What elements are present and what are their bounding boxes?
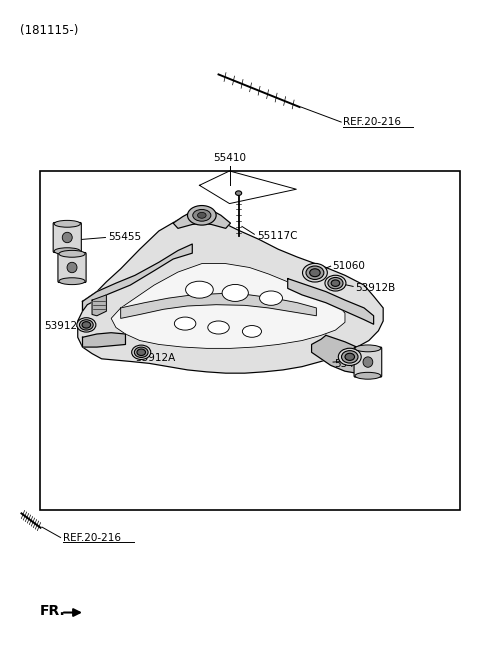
Ellipse shape bbox=[236, 191, 241, 195]
Ellipse shape bbox=[328, 278, 343, 289]
Text: (181115-): (181115-) bbox=[21, 24, 79, 37]
FancyBboxPatch shape bbox=[354, 347, 382, 377]
Ellipse shape bbox=[306, 266, 324, 280]
Ellipse shape bbox=[59, 278, 85, 285]
Ellipse shape bbox=[82, 322, 91, 328]
Ellipse shape bbox=[54, 248, 80, 255]
Ellipse shape bbox=[67, 262, 77, 272]
Text: 55455: 55455 bbox=[108, 233, 141, 242]
Text: 53912A: 53912A bbox=[44, 321, 84, 331]
Text: 55117C: 55117C bbox=[257, 231, 297, 241]
Polygon shape bbox=[92, 295, 107, 316]
FancyBboxPatch shape bbox=[58, 252, 86, 282]
Ellipse shape bbox=[325, 275, 346, 291]
Ellipse shape bbox=[188, 206, 216, 225]
FancyBboxPatch shape bbox=[53, 223, 81, 252]
Ellipse shape bbox=[134, 347, 148, 358]
Ellipse shape bbox=[338, 348, 361, 365]
Ellipse shape bbox=[59, 250, 85, 257]
Ellipse shape bbox=[242, 326, 262, 337]
Ellipse shape bbox=[363, 357, 373, 367]
Text: 53912B: 53912B bbox=[356, 284, 396, 293]
Text: REF.20-216: REF.20-216 bbox=[343, 117, 401, 127]
Ellipse shape bbox=[341, 350, 358, 363]
Ellipse shape bbox=[174, 317, 196, 330]
Ellipse shape bbox=[186, 281, 213, 298]
Polygon shape bbox=[83, 333, 125, 347]
Ellipse shape bbox=[193, 210, 211, 221]
Text: REF.20-216: REF.20-216 bbox=[63, 533, 121, 542]
Ellipse shape bbox=[222, 284, 248, 301]
Ellipse shape bbox=[355, 372, 381, 379]
Text: 51060: 51060 bbox=[333, 261, 365, 271]
Ellipse shape bbox=[310, 269, 320, 276]
Text: 55455B: 55455B bbox=[335, 359, 375, 369]
Text: 53912A: 53912A bbox=[135, 352, 175, 362]
Bar bbox=[39, 171, 459, 510]
Ellipse shape bbox=[208, 321, 229, 334]
Polygon shape bbox=[83, 244, 192, 311]
Ellipse shape bbox=[62, 233, 72, 243]
Ellipse shape bbox=[132, 345, 151, 360]
Text: FR.: FR. bbox=[39, 604, 65, 618]
Text: 55410: 55410 bbox=[213, 153, 246, 163]
Ellipse shape bbox=[260, 291, 282, 305]
Ellipse shape bbox=[77, 318, 96, 332]
Ellipse shape bbox=[137, 349, 145, 356]
Ellipse shape bbox=[54, 220, 80, 227]
Ellipse shape bbox=[302, 263, 327, 282]
Polygon shape bbox=[173, 209, 230, 229]
Ellipse shape bbox=[198, 212, 206, 218]
Polygon shape bbox=[312, 335, 373, 375]
Ellipse shape bbox=[80, 320, 93, 330]
Polygon shape bbox=[111, 263, 345, 348]
Polygon shape bbox=[78, 214, 383, 373]
Ellipse shape bbox=[331, 280, 340, 286]
Polygon shape bbox=[120, 293, 316, 318]
Polygon shape bbox=[288, 278, 373, 324]
Ellipse shape bbox=[345, 353, 355, 360]
Ellipse shape bbox=[355, 345, 381, 352]
